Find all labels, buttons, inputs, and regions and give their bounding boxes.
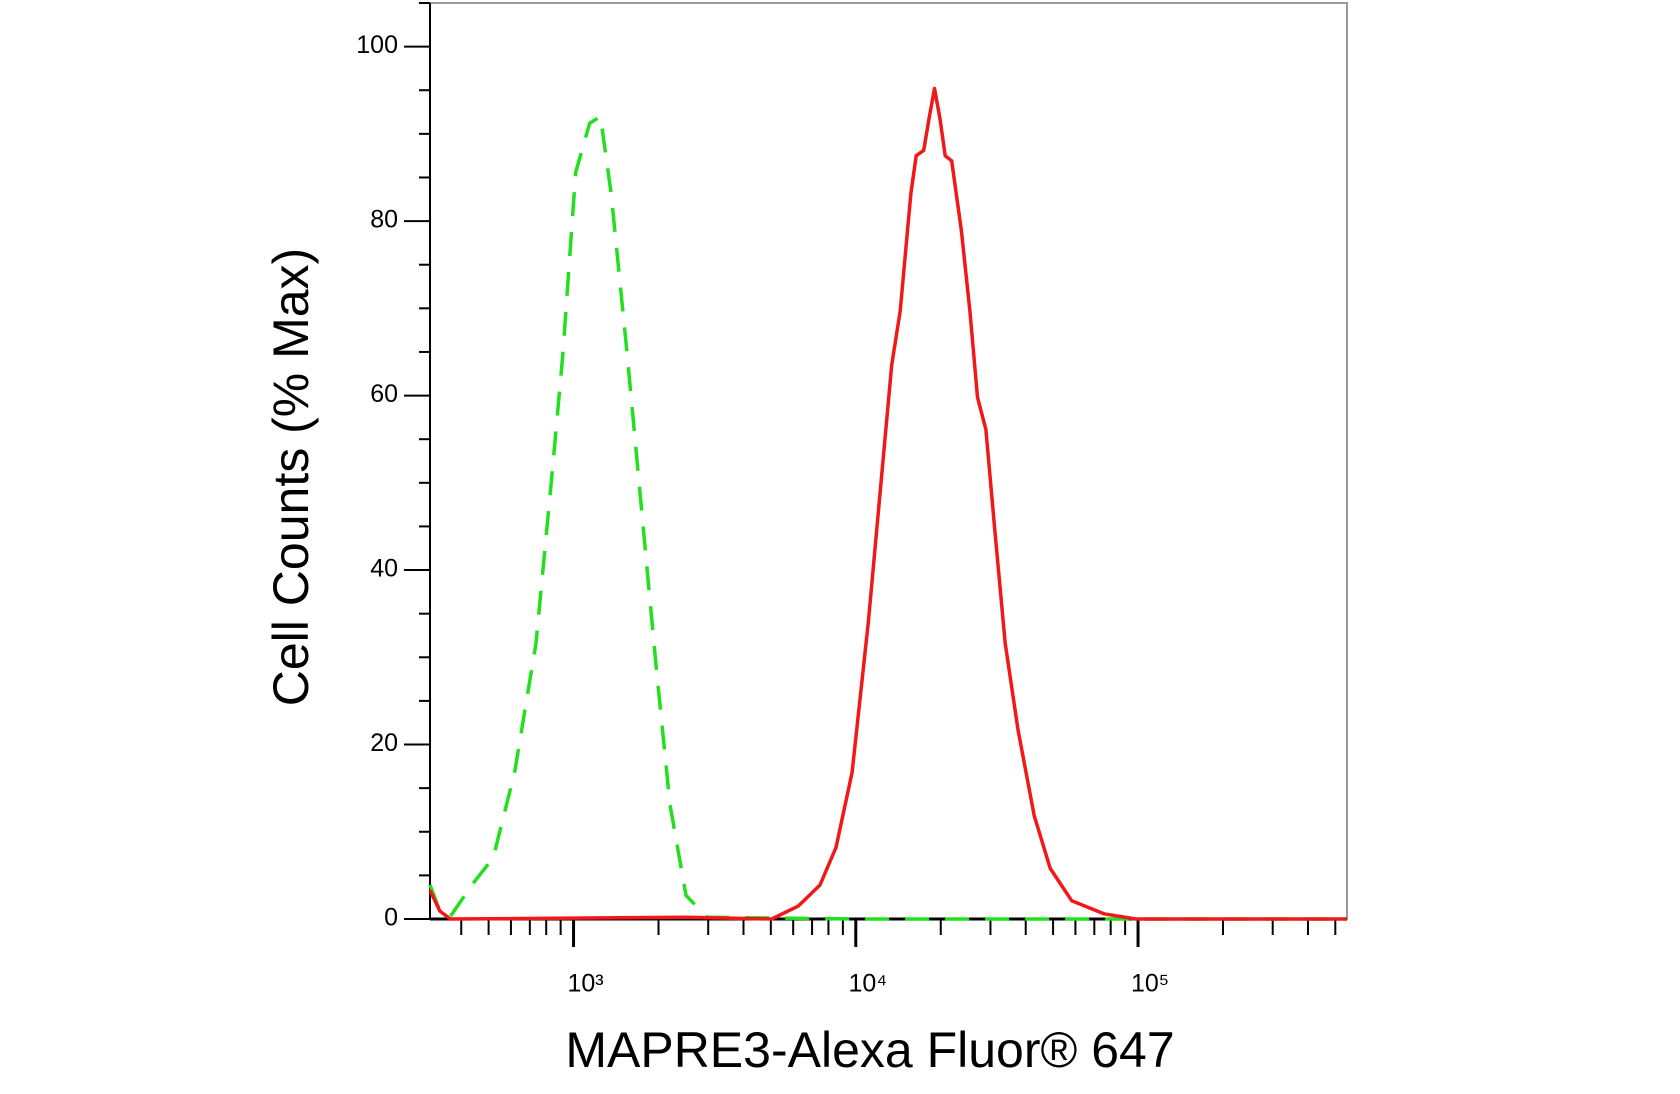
y-axis-title: Cell Counts (% Max) <box>263 248 319 706</box>
y-tick-label: 20 <box>370 729 398 757</box>
x-tick-label: 10⁵ <box>1131 970 1169 998</box>
y-tick-label: 60 <box>370 380 398 408</box>
x-tick-label: 10⁴ <box>849 970 888 998</box>
y-tick-label: 80 <box>370 206 398 234</box>
y-tick-label: 0 <box>384 904 398 932</box>
x-axis-title: MAPRE3-Alexa Fluor® 647 <box>565 1022 1174 1078</box>
y-tick-label: 100 <box>356 31 398 59</box>
series-line <box>428 86 1347 921</box>
plot-frame <box>429 2 1348 920</box>
series-line <box>428 114 1347 921</box>
y-tick-label: 40 <box>370 555 398 583</box>
x-tick-label: 10³ <box>567 970 603 998</box>
